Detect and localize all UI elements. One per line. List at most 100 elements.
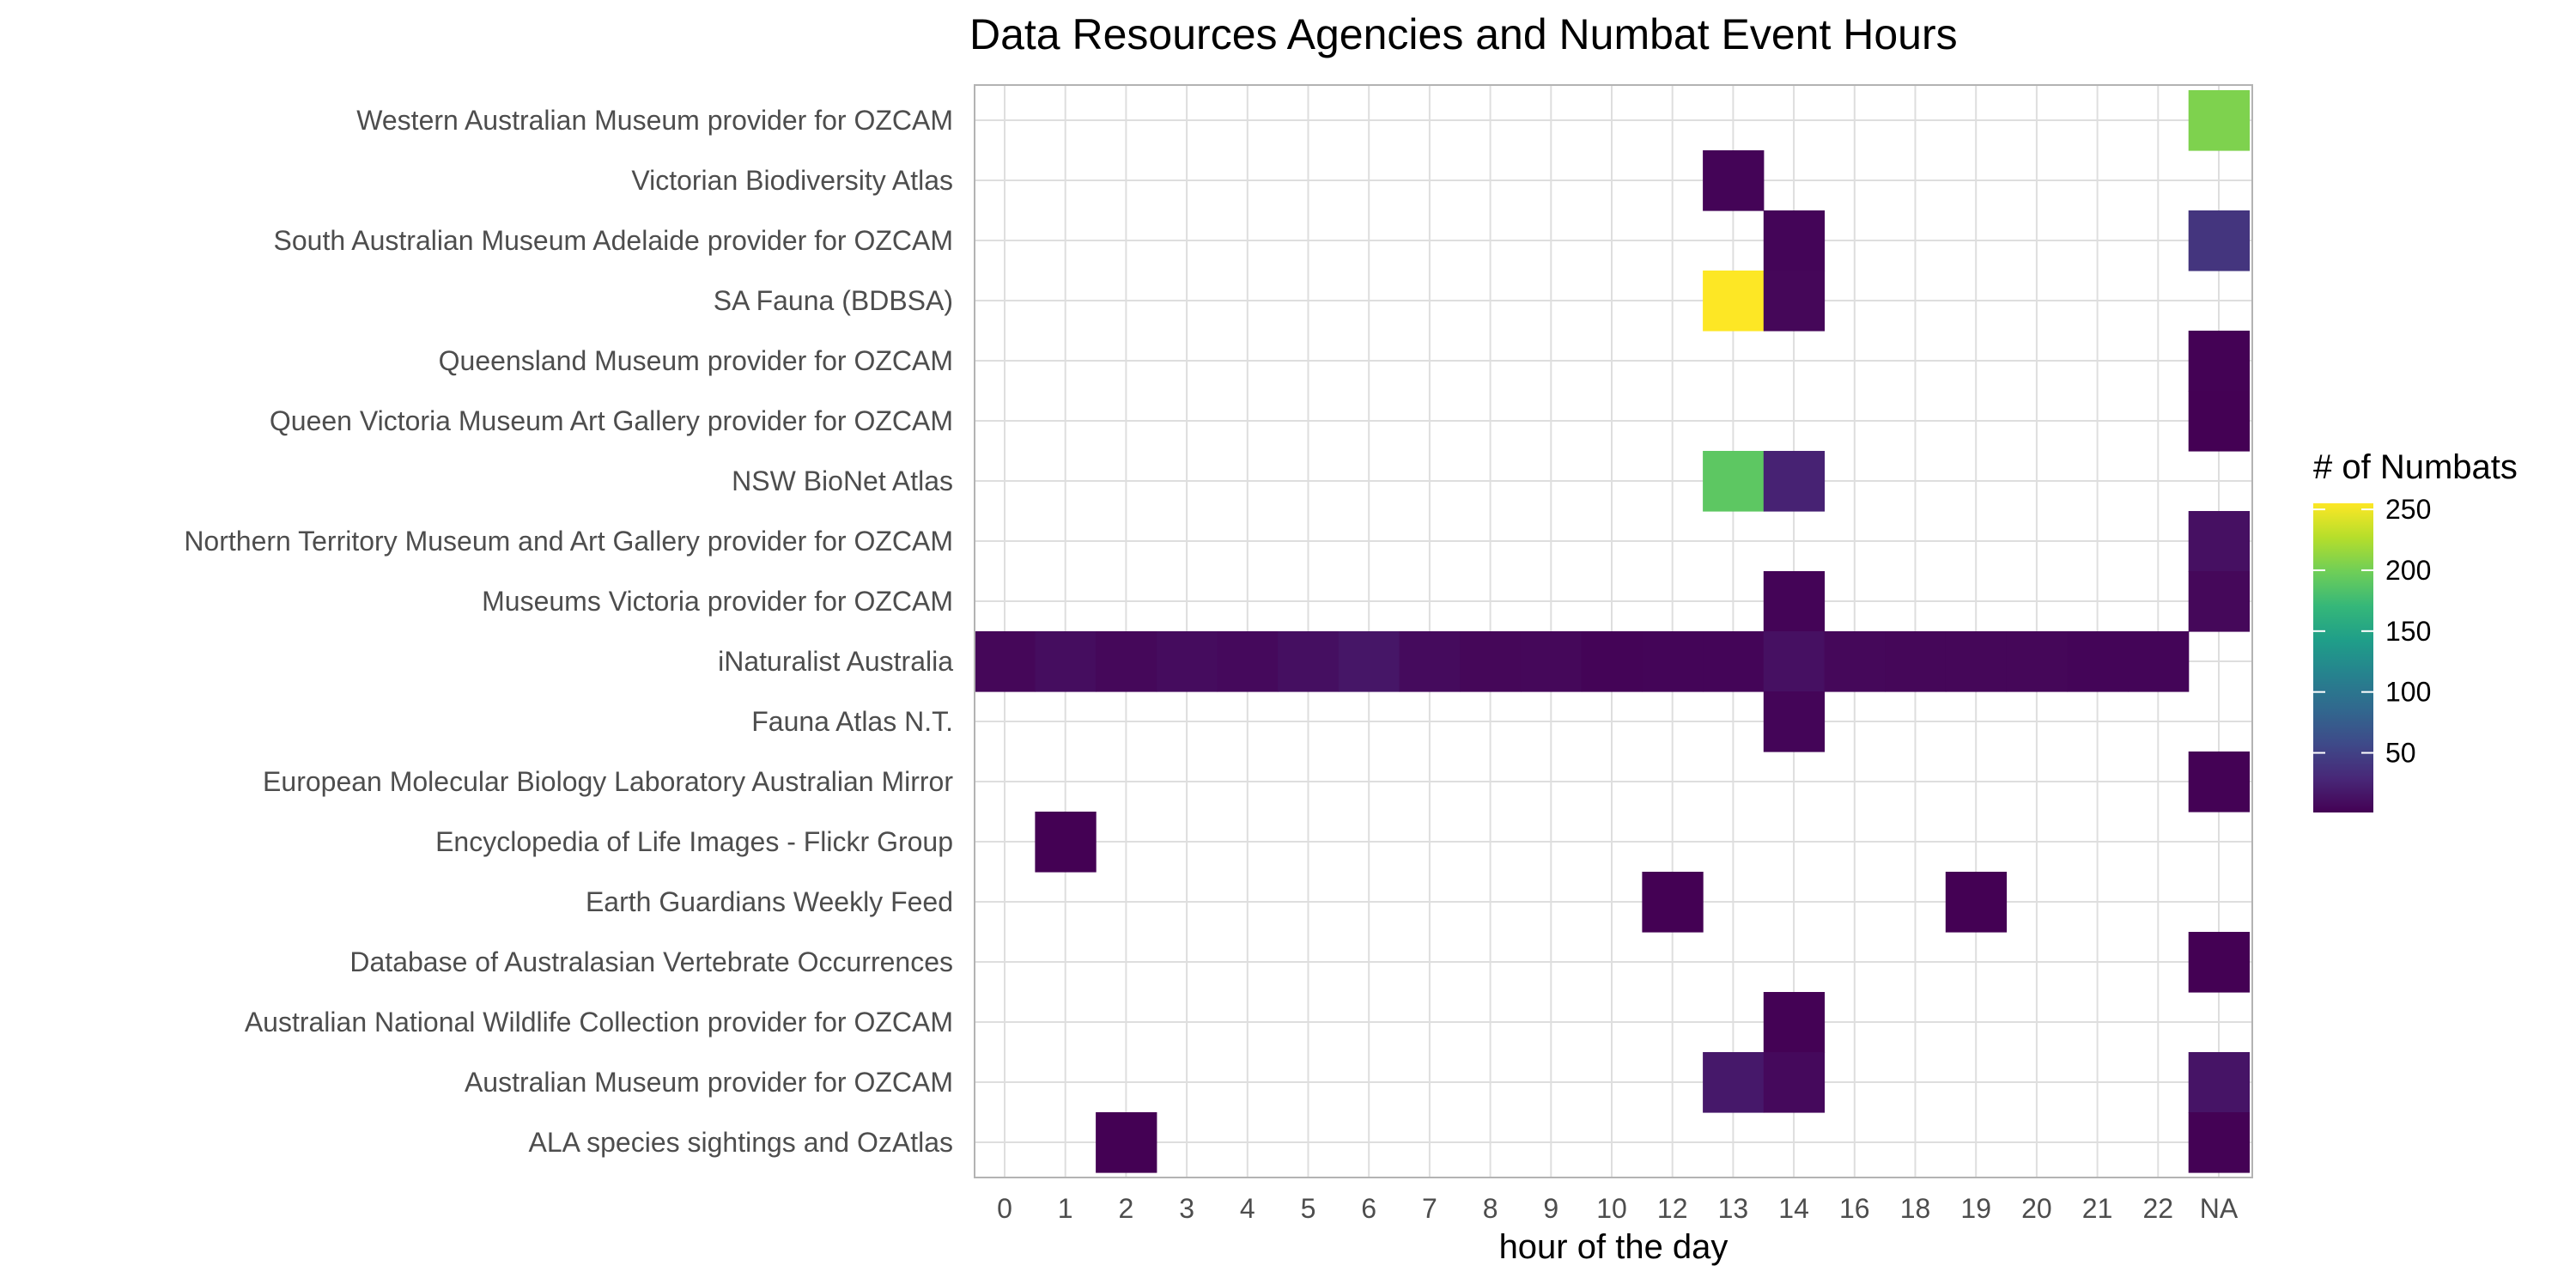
heatmap-cell <box>2067 631 2129 692</box>
heatmap-cell <box>1945 631 2008 692</box>
x-axis-title: hour of the day <box>1499 1228 1728 1266</box>
x-tick-label: NA <box>2200 1193 2239 1224</box>
heatmap-cell <box>1156 631 1218 692</box>
heatmap-cells <box>974 90 2250 1173</box>
heatmap-cell <box>1763 691 1826 752</box>
heatmap-cell <box>974 631 1036 692</box>
y-tick-label: Earth Guardians Weekly Feed <box>586 886 953 917</box>
x-tick-label: 21 <box>2082 1193 2113 1224</box>
x-tick-label: 5 <box>1301 1193 1316 1224</box>
y-tick-label: Queensland Museum provider for OZCAM <box>439 345 953 376</box>
y-tick-label: Queen Victoria Museum Art Gallery provid… <box>270 405 953 436</box>
heatmap-cell <box>2188 752 2250 812</box>
y-tick-label: ALA species sightings and OzAtlas <box>529 1127 954 1158</box>
x-tick-label: 22 <box>2143 1193 2174 1224</box>
x-tick-label: 16 <box>1839 1193 1870 1224</box>
heatmap-cell <box>2006 631 2068 692</box>
heatmap-cell <box>2188 511 2250 572</box>
heatmap-cell <box>2188 1052 2250 1113</box>
y-tick-label: European Molecular Biology Laboratory Au… <box>263 766 953 797</box>
y-axis-labels: Western Australian Museum provider for O… <box>184 105 953 1158</box>
y-tick-label: Museums Victoria provider for OZCAM <box>482 586 953 617</box>
heatmap-cell <box>2188 571 2250 632</box>
heatmap-cell <box>2188 391 2250 452</box>
legend-colorbar <box>2313 503 2373 812</box>
x-tick-label: 19 <box>1960 1193 1991 1224</box>
heatmap-cell <box>1338 631 1400 692</box>
heatmap-cell <box>1824 631 1886 692</box>
heatmap-cell <box>1642 631 1704 692</box>
heatmap-cell <box>1096 631 1157 692</box>
x-tick-label: 12 <box>1657 1193 1688 1224</box>
y-tick-label: Victorian Biodiversity Atlas <box>631 165 953 196</box>
x-tick-label: 8 <box>1483 1193 1498 1224</box>
y-tick-label: Australian Museum provider for OZCAM <box>465 1067 953 1098</box>
heatmap-cell <box>1399 631 1461 692</box>
heatmap-cell <box>2188 210 2250 271</box>
heatmap-cell <box>1703 451 1765 512</box>
heatmap-cell <box>1703 1052 1765 1113</box>
heatmap-cell <box>1703 631 1765 692</box>
y-tick-label: iNaturalist Australia <box>718 646 953 677</box>
heatmap-cell <box>2188 932 2250 993</box>
heatmap-cell <box>1278 631 1340 692</box>
x-tick-label: 3 <box>1179 1193 1194 1224</box>
heatmap-cell <box>1763 631 1826 692</box>
y-tick-label: South Australian Museum Adelaide provide… <box>274 225 953 256</box>
heatmap-cell <box>1763 1052 1826 1113</box>
y-tick-label: Northern Territory Museum and Art Galler… <box>184 526 953 557</box>
x-tick-label: 1 <box>1058 1193 1073 1224</box>
y-tick-label: Fauna Atlas N.T. <box>751 706 953 737</box>
heatmap-cell <box>1521 631 1583 692</box>
heatmap-cell <box>2188 1112 2250 1173</box>
heatmap-cell <box>1763 271 1826 332</box>
heatmap-cell <box>1763 571 1826 632</box>
heatmap-cell <box>1763 992 1826 1053</box>
x-tick-label: 20 <box>2021 1193 2052 1224</box>
heatmap-cell <box>1703 150 1765 211</box>
heatmap-cell <box>1096 1112 1157 1173</box>
chart-title: Data Resources Agencies and Numbat Event… <box>969 10 1958 58</box>
x-tick-label: 14 <box>1778 1193 1809 1224</box>
heatmap-cell <box>2128 631 2190 692</box>
panel-border <box>974 84 2253 1178</box>
heatmap-cell <box>1763 451 1826 512</box>
y-tick-label: Western Australian Museum provider for O… <box>356 105 953 136</box>
heatmap-cell <box>1217 631 1279 692</box>
heatmap-cell <box>1581 631 1643 692</box>
y-tick-label: Database of Australasian Vertebrate Occu… <box>349 946 953 977</box>
legend-tick-label: 50 <box>2385 738 2416 769</box>
heatmap-cell <box>1945 872 2008 933</box>
color-legend: # of Numbats 250 200 150 100 50 <box>2313 448 2518 812</box>
heatmap-cell <box>1703 271 1765 332</box>
x-tick-label: 13 <box>1718 1193 1749 1224</box>
legend-title: # of Numbats <box>2313 448 2518 486</box>
legend-ticks: 250 200 150 100 50 <box>2313 494 2431 769</box>
heatmap-cell <box>1035 812 1097 873</box>
y-tick-label: Encyclopedia of Life Images - Flickr Gro… <box>435 826 953 857</box>
legend-tick-label: 200 <box>2385 555 2431 586</box>
legend-tick-label: 100 <box>2385 677 2431 708</box>
x-tick-label: 2 <box>1119 1193 1134 1224</box>
x-tick-label: 18 <box>1900 1193 1931 1224</box>
y-tick-label: SA Fauna (BDBSA) <box>714 285 953 316</box>
x-tick-label: 6 <box>1361 1193 1376 1224</box>
y-tick-label: NSW BioNet Atlas <box>732 466 953 496</box>
x-tick-label: 9 <box>1543 1193 1558 1224</box>
x-tick-label: 7 <box>1422 1193 1437 1224</box>
x-tick-label: 4 <box>1240 1193 1255 1224</box>
heatmap-cell <box>1885 631 1947 692</box>
heatmap-cell <box>1642 872 1704 933</box>
x-tick-label: 0 <box>997 1193 1012 1224</box>
heatmap-cell <box>1035 631 1097 692</box>
x-axis-labels: 0 1 2 3 4 5 6 7 8 9 10 12 13 14 16 18 19 20 21 22 NA <box>997 1193 2239 1224</box>
heatmap-cell <box>1763 210 1826 271</box>
x-tick-label: 10 <box>1596 1193 1627 1224</box>
y-tick-label: Australian National Wildlife Collection … <box>245 1007 953 1038</box>
legend-tick-label: 150 <box>2385 616 2431 647</box>
legend-tick-label: 250 <box>2385 494 2431 525</box>
heatmap-cell <box>2188 90 2250 151</box>
heatmap-cell <box>2188 331 2250 392</box>
heatmap-cell <box>1460 631 1522 692</box>
